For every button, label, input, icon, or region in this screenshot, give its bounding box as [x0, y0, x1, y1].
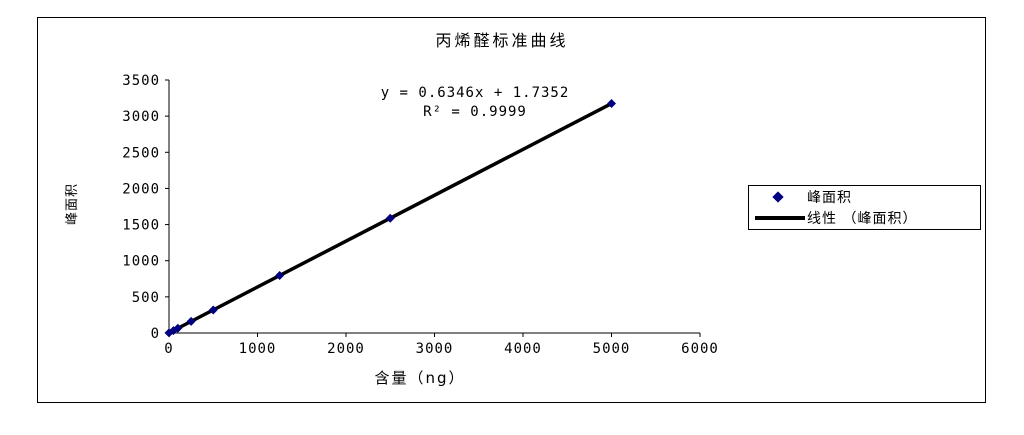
y-tick-label: 1500 [122, 218, 160, 234]
data-point [186, 316, 196, 326]
trendline-marker-icon [755, 216, 805, 220]
legend: 峰面积 线性 （峰面积） [748, 185, 981, 230]
y-tick-label: 3000 [122, 109, 160, 125]
y-tick-label: 2000 [122, 181, 160, 197]
y-tick-label: 1000 [122, 254, 160, 270]
data-point [275, 271, 285, 281]
equation-line: y = 0.6346x + 1.7352 [380, 85, 570, 101]
chart-title: 丙烯醛标准曲线 [435, 31, 569, 50]
x-tick-label: 2000 [327, 341, 365, 357]
x-axis-title: 含量（ng） [374, 369, 466, 387]
x-tick-label: 1000 [239, 341, 277, 357]
data-point [385, 213, 395, 223]
x-tick-label: 0 [164, 341, 173, 357]
y-tick-label: 3500 [122, 73, 160, 89]
data-point [173, 323, 183, 333]
x-tick-label: 4000 [504, 341, 542, 357]
legend-label: 线性 （峰面积） [807, 211, 918, 227]
y-axis-title: 峰面积 [65, 183, 80, 226]
legend-item-series: 峰面积 [749, 187, 980, 207]
data-point [208, 305, 218, 315]
legend-marker-cell [749, 191, 807, 203]
legend-marker-cell [749, 216, 807, 220]
r-squared-line: R² = 0.9999 [423, 104, 527, 120]
trendline-equation: y = 0.6346x + 1.7352 R² = 0.9999 [330, 84, 620, 122]
y-tick-label: 500 [132, 290, 160, 306]
x-tick-label: 5000 [593, 341, 631, 357]
y-tick-label: 0 [151, 326, 160, 342]
diamond-marker-icon [772, 191, 784, 203]
legend-item-trendline: 线性 （峰面积） [749, 208, 980, 228]
x-tick-label: 6000 [681, 341, 719, 357]
data-point [607, 98, 616, 108]
y-tick-label: 2500 [122, 145, 160, 161]
legend-label: 峰面积 [807, 190, 852, 206]
x-tick-label: 3000 [416, 341, 454, 357]
